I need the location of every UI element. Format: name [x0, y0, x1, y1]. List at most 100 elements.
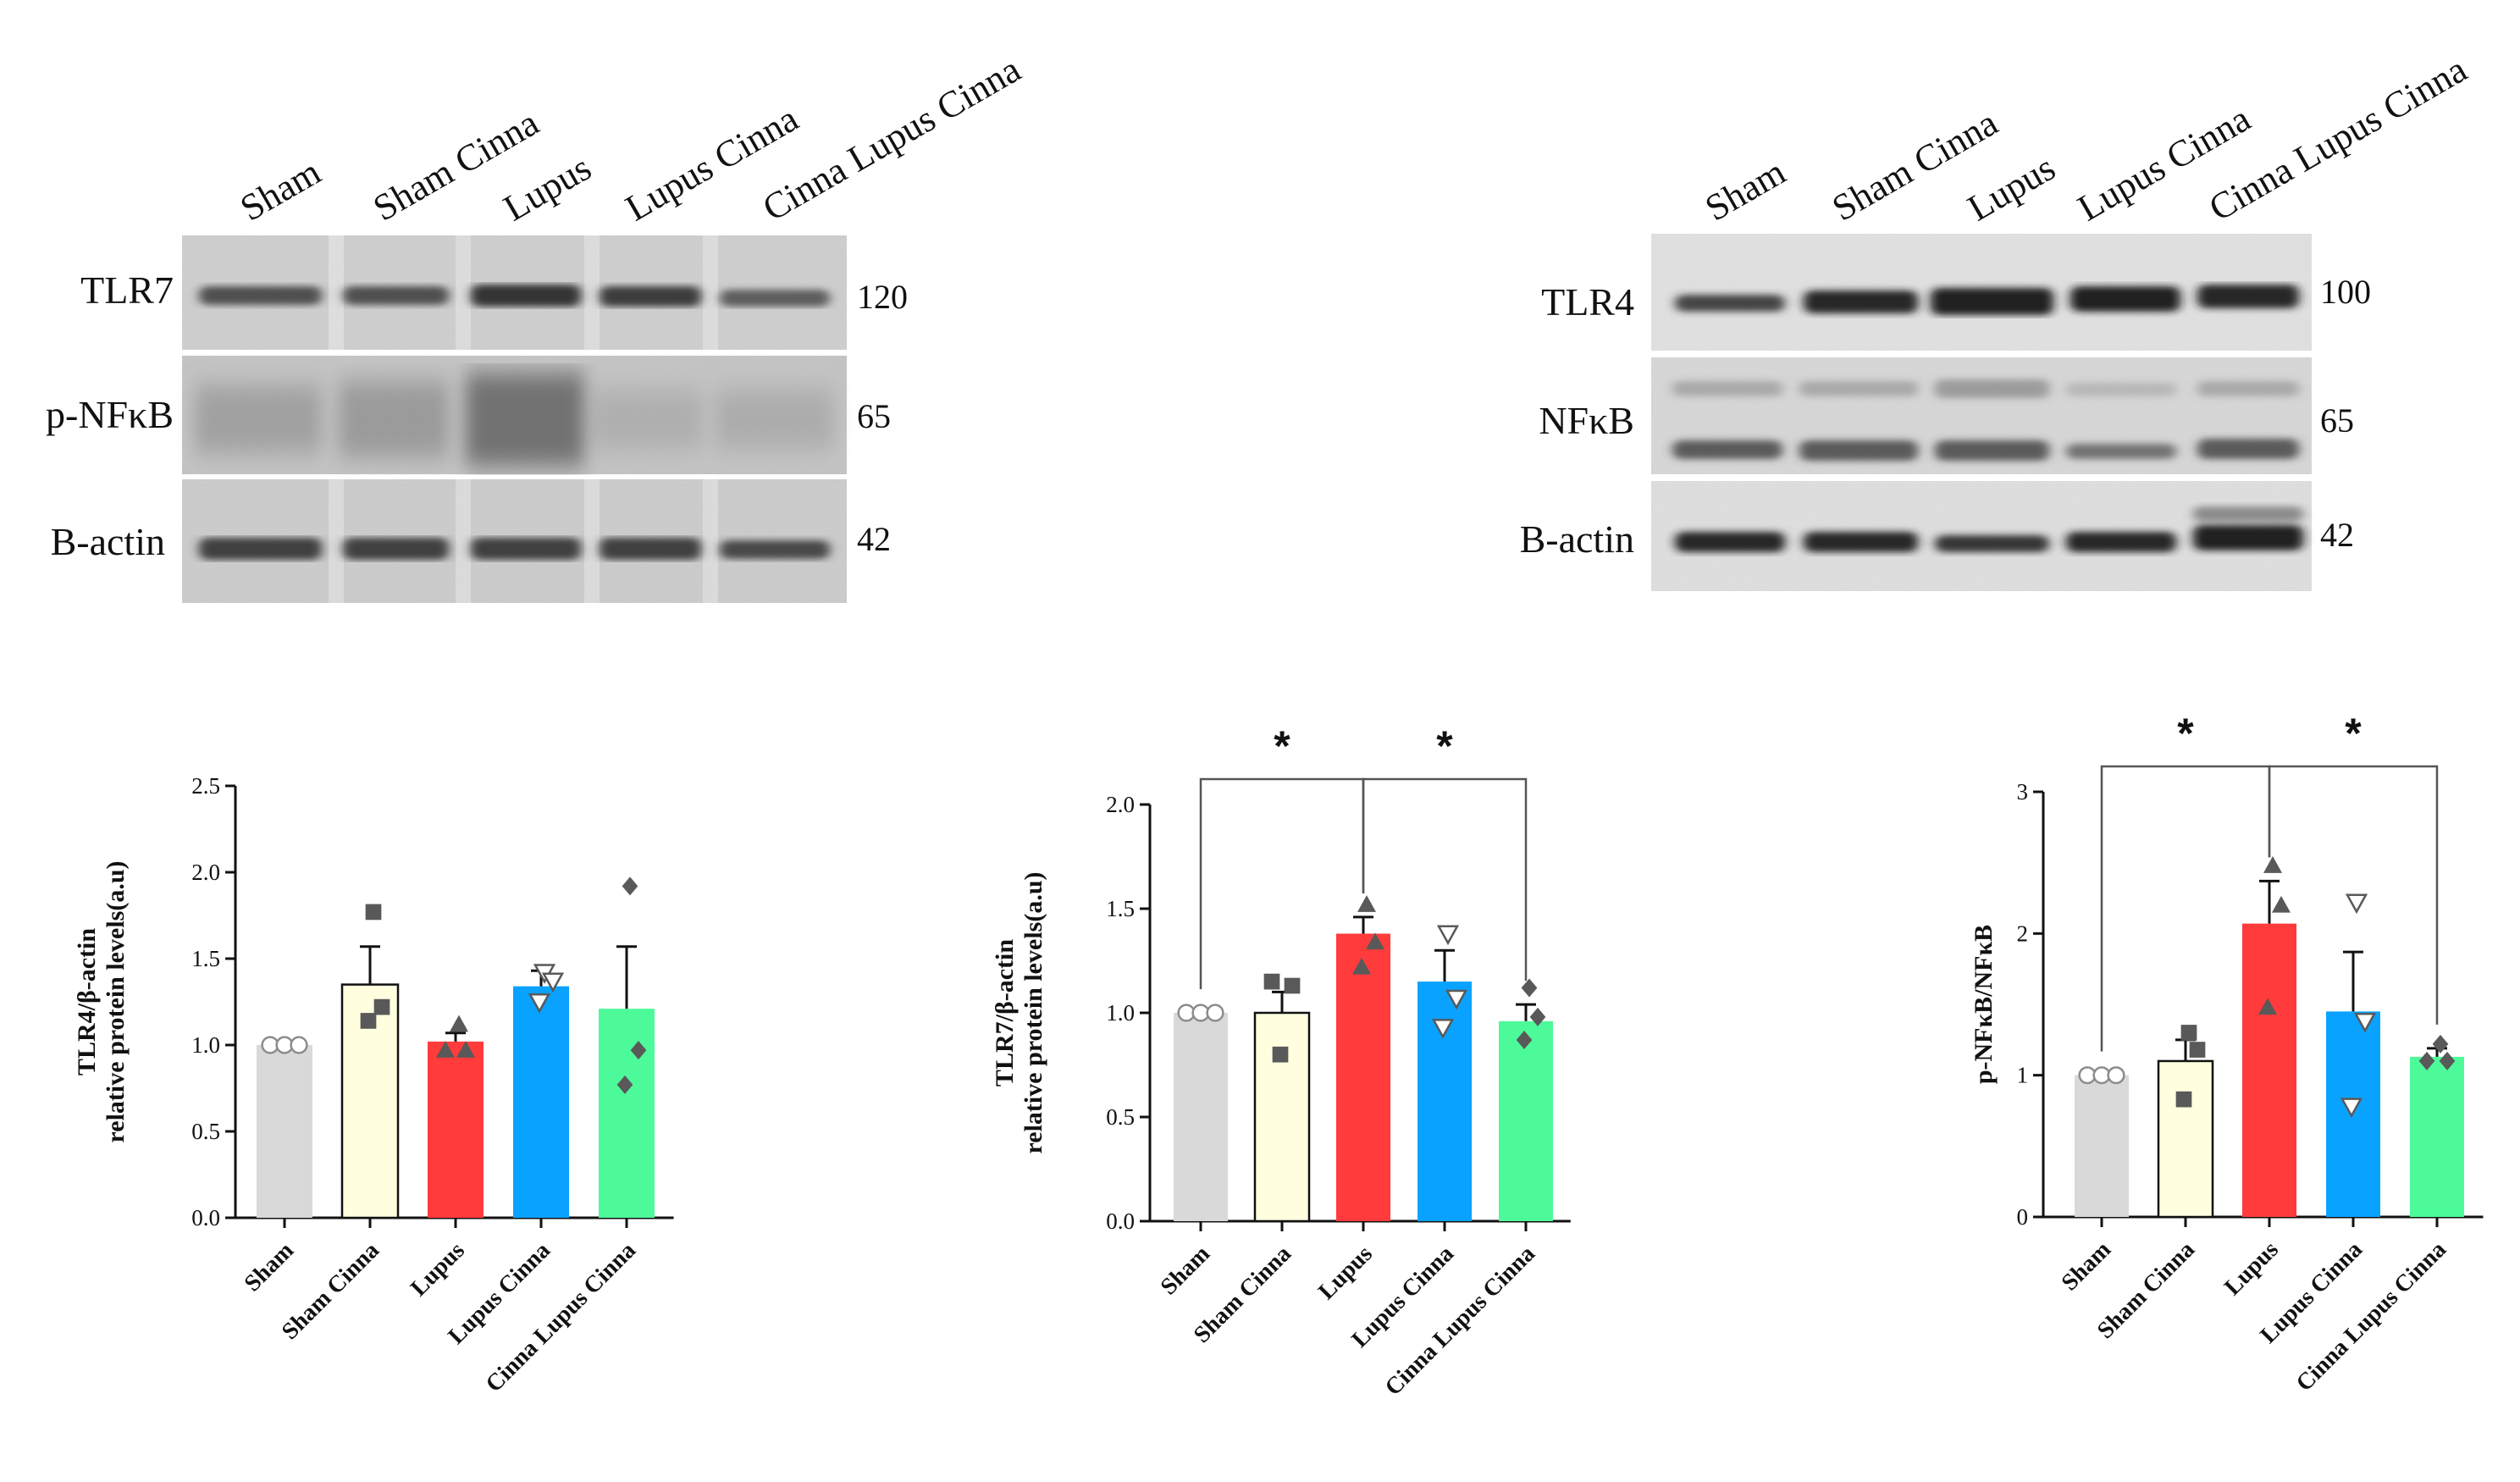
- data-point: [2263, 856, 2282, 873]
- category-label: Cinna Lupus Cinna: [1380, 1241, 1540, 1401]
- lane-label: Cinna Lupus Cinna: [756, 48, 1028, 229]
- blot-row-tlr7: [182, 235, 847, 350]
- data-point: [2353, 1013, 2377, 1033]
- data-point: [373, 998, 390, 1015]
- y-tick-label: 2: [2017, 921, 2029, 946]
- y-tick-label: 1.5: [1106, 896, 1135, 921]
- category-label: Sham: [1156, 1241, 1215, 1300]
- data-point: [2180, 1025, 2197, 1041]
- y-axis-label: TLR7/β-actin: [991, 939, 1019, 1087]
- bar: [2410, 1056, 2464, 1217]
- bar: [2242, 923, 2296, 1217]
- bar: [257, 1045, 312, 1218]
- blot-label: p-NFκB: [46, 393, 174, 436]
- tlr4-bar-chart: 0.0 0.5 1.0 1.5 2.0 2.5 TLR4/β-actin relative p…: [73, 773, 674, 1397]
- data-point: [360, 1013, 377, 1029]
- data-point: [2340, 1098, 2363, 1119]
- y-tick-label: 1: [2017, 1063, 2029, 1088]
- y-tick-label: 1.0: [1106, 1000, 1135, 1026]
- significance-star: *: [2177, 710, 2194, 757]
- data-point: [1529, 1007, 1546, 1026]
- kda-label: 100: [2320, 273, 2371, 311]
- significance-bracket: [2268, 765, 2439, 1025]
- data-point: [2432, 1034, 2449, 1053]
- y-tick-label: 0: [2017, 1204, 2029, 1230]
- kda-label: 65: [857, 397, 891, 435]
- y-tick-label: 1.5: [191, 946, 220, 971]
- y-tick-label: 0.5: [1106, 1104, 1135, 1130]
- right-blot-lane-labels: Sham Sham Cinna Lupus Lupus Cinna Cinna …: [1699, 48, 2474, 229]
- left-blot-lane-labels: Sham Sham Cinna Lupus Lupus Cinna Cinna …: [234, 48, 1028, 229]
- category-label: Lupus: [406, 1237, 470, 1302]
- y-axis-label: p-NFκB/NFκB: [1970, 925, 1998, 1084]
- y-axis-label: relative protein levels(a.u): [1020, 872, 1047, 1154]
- bar: [513, 986, 569, 1218]
- y-tick-label: 2.0: [191, 860, 220, 885]
- bar: [1174, 1013, 1228, 1221]
- left-blot-panel: Sham Sham Cinna Lupus Lupus Cinna Cinna …: [46, 48, 1027, 603]
- bar: [1336, 933, 1390, 1221]
- data-point: [2175, 1091, 2192, 1108]
- lane-label: Sham: [234, 151, 328, 229]
- bar: [1253, 1011, 1311, 1223]
- data-point: [1357, 895, 1376, 912]
- blot-label: NFκB: [1539, 399, 1634, 442]
- category-label: Sham: [240, 1237, 299, 1297]
- data-point: [1352, 957, 1371, 975]
- data-point: [2439, 1051, 2456, 1070]
- significance-star: *: [1436, 722, 1453, 770]
- blot-label: TLR7: [80, 268, 174, 312]
- bar: [1418, 982, 1472, 1221]
- data-point: [2418, 1051, 2435, 1070]
- data-point: [2189, 1042, 2206, 1058]
- data-point: [1206, 1004, 1224, 1022]
- bar: [1499, 1020, 1553, 1221]
- y-tick-label: 0.0: [191, 1205, 220, 1230]
- bar: [599, 1009, 655, 1218]
- data-point: [2107, 1066, 2125, 1085]
- tlr7-bar-chart: 0.0 0.5 1.0 1.5 2.0 TLR7/β-actin relative prot…: [991, 722, 1571, 1401]
- kda-label: 65: [2320, 401, 2354, 440]
- category-label: Sham: [2057, 1236, 2116, 1296]
- bar: [428, 1041, 484, 1218]
- data-point: [541, 972, 565, 993]
- blot-row-b-actin: [182, 479, 847, 603]
- data-point: [622, 876, 638, 896]
- data-point: [365, 904, 382, 921]
- category-label: Lupus: [2219, 1236, 2284, 1301]
- right-blot-panel: Sham Sham Cinna Lupus Lupus Cinna Cinna …: [1520, 48, 2474, 591]
- data-point: [1284, 977, 1301, 994]
- significance-bracket: [1362, 777, 1528, 982]
- bar: [2075, 1075, 2129, 1217]
- category-label: Lupus: [1313, 1241, 1378, 1305]
- data-point: [290, 1036, 308, 1054]
- significance-star: *: [1274, 722, 1290, 770]
- data-point: [528, 993, 551, 1014]
- significance-star: *: [2345, 710, 2362, 757]
- bar: [2157, 1059, 2214, 1219]
- blot-label: B-actin: [51, 520, 165, 563]
- lane-label: Lupus: [497, 147, 599, 229]
- y-tick-label: 3: [2017, 779, 2029, 805]
- data-point: [1436, 925, 1460, 946]
- y-tick-label: 1.0: [191, 1032, 220, 1058]
- data-point: [1272, 1046, 1289, 1063]
- blot-label: B-actin: [1520, 517, 1634, 561]
- category-label: Cinna Lupus Cinna: [2291, 1236, 2451, 1396]
- data-point: [2345, 893, 2368, 915]
- data-point: [2272, 895, 2291, 913]
- kda-label: 120: [857, 278, 908, 316]
- data-point: [456, 1041, 475, 1058]
- data-point: [1521, 978, 1538, 998]
- data-point: [436, 1041, 455, 1058]
- lane-label: Lupus: [1961, 147, 2063, 229]
- blot-row-nfkb: [1651, 357, 2312, 474]
- blot-label: TLR4: [1541, 280, 1634, 323]
- data-point: [2258, 998, 2277, 1015]
- data-point: [616, 1075, 633, 1094]
- kda-label: 42: [857, 520, 891, 558]
- lane-label: Sham: [1699, 151, 1793, 229]
- y-axis-label: relative protein levels(a.u): [102, 861, 130, 1143]
